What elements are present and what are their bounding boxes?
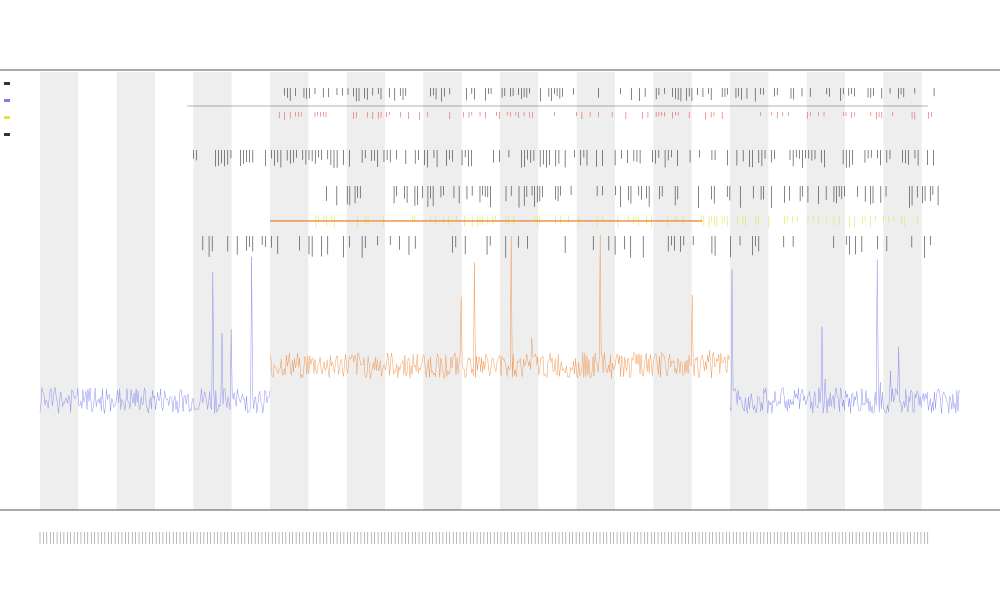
shaded-band	[653, 72, 692, 510]
legend-swatch	[4, 116, 10, 119]
shaded-band	[40, 72, 79, 510]
shaded-band	[883, 72, 922, 510]
shaded-bands	[40, 72, 922, 510]
series-line	[39, 256, 271, 414]
shaded-band	[270, 72, 309, 510]
series-lines	[39, 235, 961, 415]
x-tick-labels	[39, 532, 929, 544]
shaded-band	[730, 72, 769, 510]
legend-swatch	[4, 133, 10, 136]
legend-swatch	[4, 82, 10, 85]
shaded-band	[116, 72, 155, 510]
series-line	[729, 259, 961, 415]
series-line	[269, 235, 731, 379]
shaded-band	[806, 72, 845, 510]
legend-swatch	[4, 99, 10, 102]
axes	[0, 69, 1000, 511]
legend	[4, 82, 10, 136]
shaded-band	[576, 72, 615, 510]
shaded-band	[346, 72, 385, 510]
rug-strips	[187, 88, 939, 258]
shaded-band	[500, 72, 539, 510]
shaded-band	[423, 72, 462, 510]
